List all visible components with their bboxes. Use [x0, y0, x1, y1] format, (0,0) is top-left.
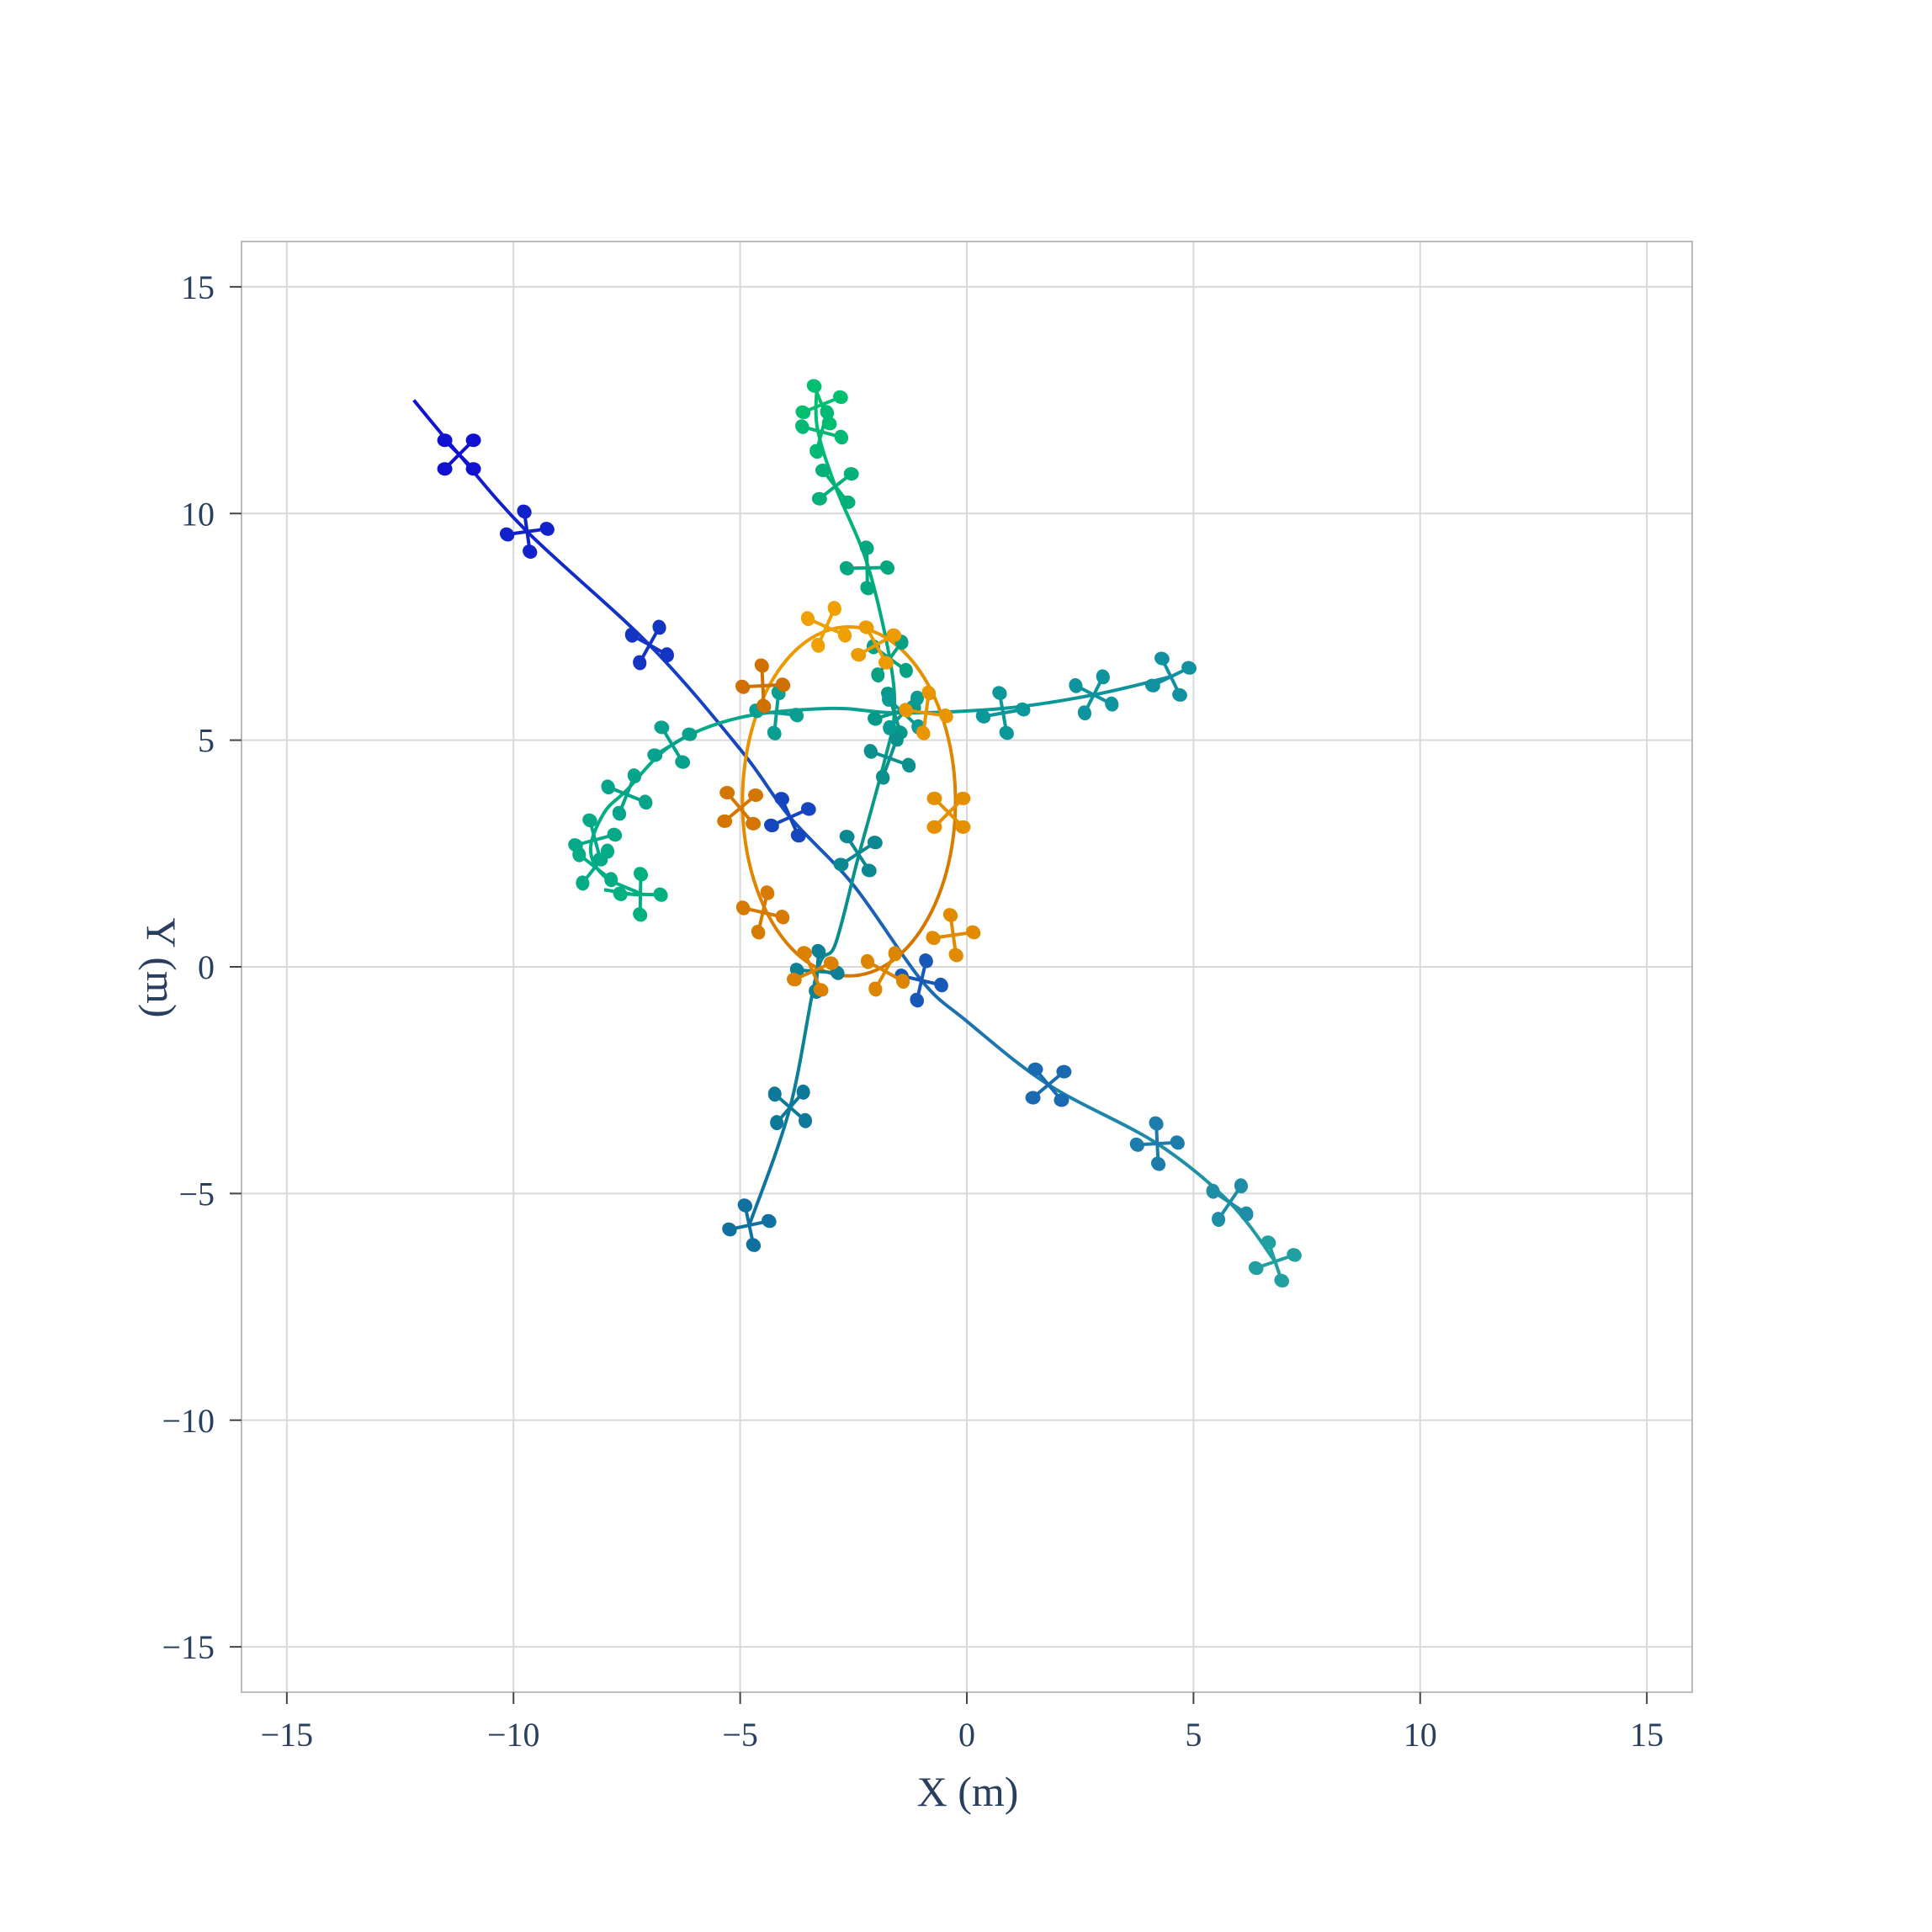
- y-tick-label: 5: [198, 722, 215, 760]
- axis-ticks: −15 −10 −5 0 5 10 15 −15 −10 −5 0 5 10 15: [162, 268, 1664, 1754]
- drone-marker: [735, 885, 790, 940]
- x-tick-label: 0: [958, 1716, 975, 1754]
- drone-marker: [800, 601, 852, 653]
- drone-marker: [624, 619, 674, 671]
- drone-marker: [839, 540, 895, 596]
- drone-marker: [613, 867, 668, 922]
- drone-marker: [926, 908, 981, 963]
- x-tick-label: −5: [722, 1716, 758, 1754]
- drone-marker: [499, 504, 555, 559]
- drone-marker: [568, 813, 623, 867]
- drone-marker: [926, 791, 971, 834]
- x-axis-title: X (m): [917, 1768, 1019, 1815]
- drone-marker: [899, 685, 953, 740]
- drone-marker: [647, 720, 698, 769]
- drone-marker: [1069, 669, 1119, 721]
- drone-marker: [749, 685, 804, 740]
- drone-marker: [1248, 1235, 1302, 1288]
- drone-marker: [795, 405, 849, 459]
- drone-marker: [767, 1084, 813, 1131]
- y-axis-title: Y (m): [138, 918, 185, 1018]
- drone-marker: [860, 946, 910, 997]
- drone-marker: [1206, 1178, 1254, 1228]
- drone-markers: [437, 379, 1302, 1288]
- y-tick-label: 15: [181, 268, 215, 306]
- drone-marker: [1144, 651, 1197, 702]
- x-tick-label: −15: [261, 1716, 314, 1754]
- grid: [242, 242, 1692, 1692]
- x-tick-label: 5: [1185, 1716, 1202, 1754]
- drone-marker: [786, 946, 839, 997]
- drone-marker: [735, 658, 791, 714]
- drone-marker: [601, 768, 653, 821]
- y-tick-label: −10: [162, 1402, 215, 1440]
- trajectory-line: [740, 624, 958, 978]
- y-tick-label: 0: [198, 948, 215, 986]
- drone-marker: [811, 463, 859, 509]
- drone-marker: [437, 433, 481, 476]
- drone-marker: [863, 731, 916, 785]
- drone-marker: [1025, 1062, 1072, 1107]
- x-tick-label: 10: [1404, 1716, 1437, 1754]
- drone-marker: [722, 1198, 777, 1252]
- drone-marker: [1129, 1116, 1185, 1171]
- x-tick-label: 15: [1630, 1716, 1664, 1754]
- drone-marker: [851, 620, 902, 670]
- drone-marker: [717, 786, 764, 831]
- drone-marker: [833, 830, 883, 878]
- y-tick-label: −15: [162, 1628, 215, 1666]
- drone-marker: [975, 686, 1031, 740]
- y-tick-label: 10: [181, 495, 215, 533]
- y-tick-label: −5: [178, 1175, 215, 1213]
- drone-marker: [764, 792, 816, 843]
- x-tick-label: −10: [487, 1716, 540, 1754]
- drone-marker: [789, 943, 845, 999]
